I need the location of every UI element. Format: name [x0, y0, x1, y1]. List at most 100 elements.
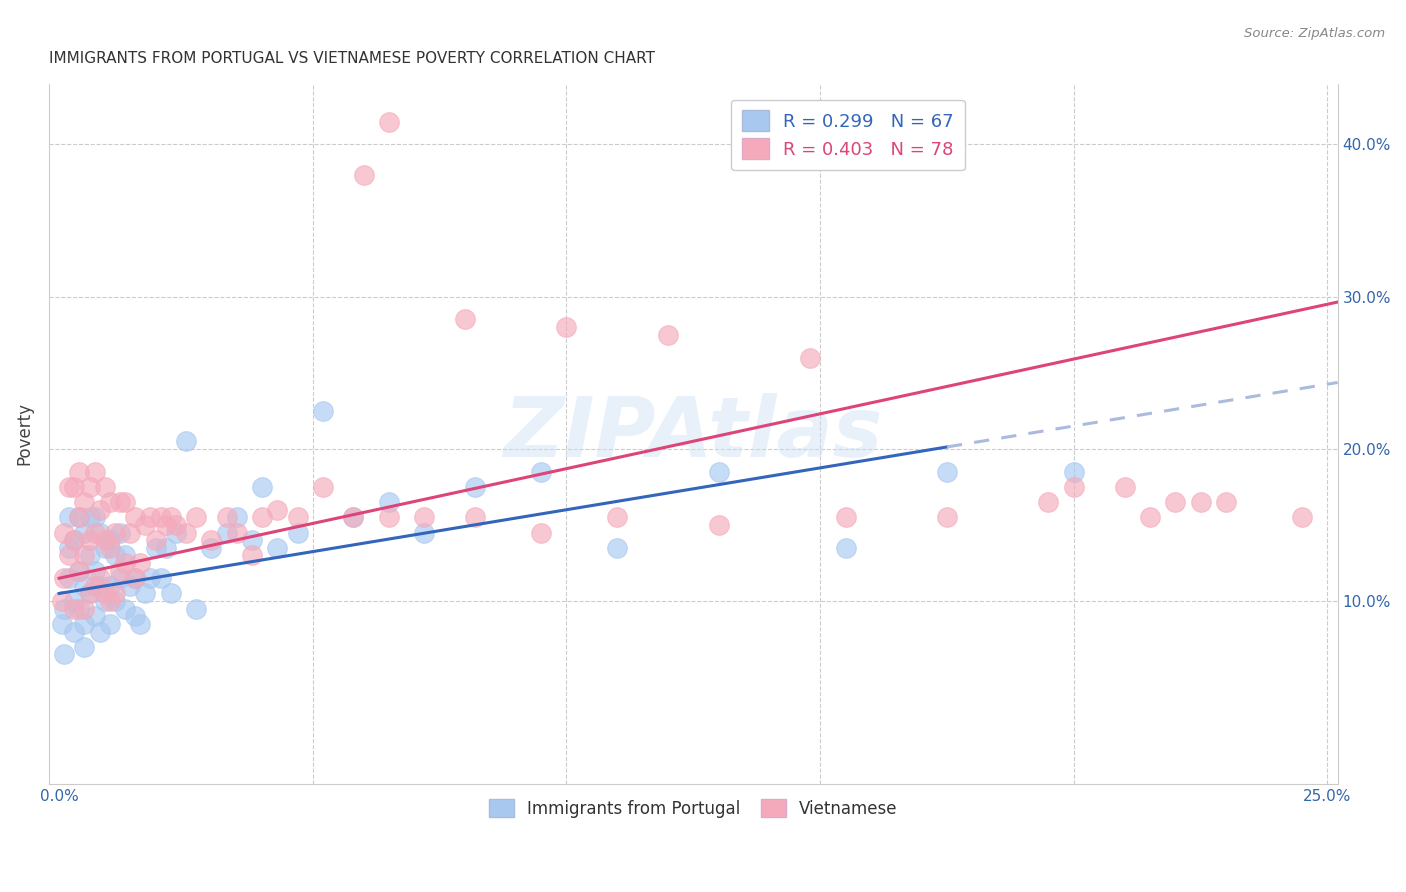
Point: [58, 480, 80, 494]
Point: [58, 541, 80, 555]
Point: [1114, 480, 1136, 494]
Point: [834, 510, 856, 524]
Point: [159, 510, 181, 524]
Point: [98, 533, 121, 548]
Point: [67, 510, 90, 524]
Point: [149, 510, 172, 524]
Point: [378, 114, 401, 128]
Point: [114, 549, 136, 563]
Point: [139, 571, 162, 585]
Point: [464, 510, 486, 524]
Point: [98, 495, 121, 509]
Point: [67, 465, 90, 479]
Point: [149, 571, 172, 585]
Point: [413, 525, 436, 540]
Point: [63, 533, 86, 548]
Point: [73, 549, 96, 563]
Point: [1063, 465, 1085, 479]
Point: [73, 579, 96, 593]
Point: [200, 533, 222, 548]
Point: [266, 541, 288, 555]
Point: [707, 465, 730, 479]
Point: [89, 571, 111, 585]
Point: [83, 564, 105, 578]
Point: [79, 586, 101, 600]
Point: [606, 510, 628, 524]
Point: [215, 510, 238, 524]
Point: [1215, 495, 1237, 509]
Point: [174, 434, 197, 449]
Point: [63, 594, 86, 608]
Point: [159, 586, 181, 600]
Point: [1139, 510, 1161, 524]
Point: [63, 533, 86, 548]
Point: [89, 624, 111, 639]
Point: [94, 586, 117, 600]
Point: [108, 495, 131, 509]
Point: [89, 502, 111, 516]
Point: [134, 586, 156, 600]
Point: [184, 601, 207, 615]
Point: [184, 510, 207, 524]
Point: [1164, 495, 1187, 509]
Point: [120, 579, 142, 593]
Point: [124, 571, 146, 585]
Point: [250, 480, 273, 494]
Point: [1291, 510, 1313, 524]
Point: [67, 564, 90, 578]
Point: [287, 525, 309, 540]
Point: [67, 510, 90, 524]
Point: [98, 594, 121, 608]
Point: [89, 579, 111, 593]
Point: [936, 465, 959, 479]
Y-axis label: Poverty: Poverty: [15, 402, 32, 465]
Point: [165, 525, 187, 540]
Point: [79, 533, 101, 548]
Point: [145, 533, 167, 548]
Point: [200, 541, 222, 555]
Point: [342, 510, 364, 524]
Point: [104, 586, 127, 600]
Point: [1038, 495, 1060, 509]
Point: [174, 525, 197, 540]
Point: [79, 549, 101, 563]
Point: [155, 541, 177, 555]
Point: [1063, 480, 1085, 494]
Point: [67, 601, 90, 615]
Point: [530, 525, 553, 540]
Point: [165, 518, 187, 533]
Point: [98, 579, 121, 593]
Point: [312, 404, 335, 418]
Point: [104, 525, 127, 540]
Legend: Immigrants from Portugal, Vietnamese: Immigrants from Portugal, Vietnamese: [482, 792, 904, 824]
Point: [657, 327, 679, 342]
Point: [98, 616, 121, 631]
Point: [104, 549, 127, 563]
Point: [834, 541, 856, 555]
Point: [139, 510, 162, 524]
Point: [353, 168, 375, 182]
Point: [114, 556, 136, 570]
Point: [63, 480, 86, 494]
Point: [83, 465, 105, 479]
Point: [108, 525, 131, 540]
Point: [129, 556, 152, 570]
Point: [63, 601, 86, 615]
Point: [378, 495, 401, 509]
Point: [53, 601, 76, 615]
Point: [83, 525, 105, 540]
Point: [58, 571, 80, 585]
Point: [73, 616, 96, 631]
Text: Source: ZipAtlas.com: Source: ZipAtlas.com: [1244, 27, 1385, 40]
Point: [120, 525, 142, 540]
Text: ZIPAtlas: ZIPAtlas: [503, 393, 883, 475]
Point: [94, 480, 117, 494]
Point: [73, 601, 96, 615]
Point: [225, 525, 247, 540]
Point: [73, 495, 96, 509]
Point: [51, 616, 73, 631]
Point: [287, 510, 309, 524]
Point: [94, 533, 117, 548]
Point: [94, 541, 117, 555]
Point: [108, 571, 131, 585]
